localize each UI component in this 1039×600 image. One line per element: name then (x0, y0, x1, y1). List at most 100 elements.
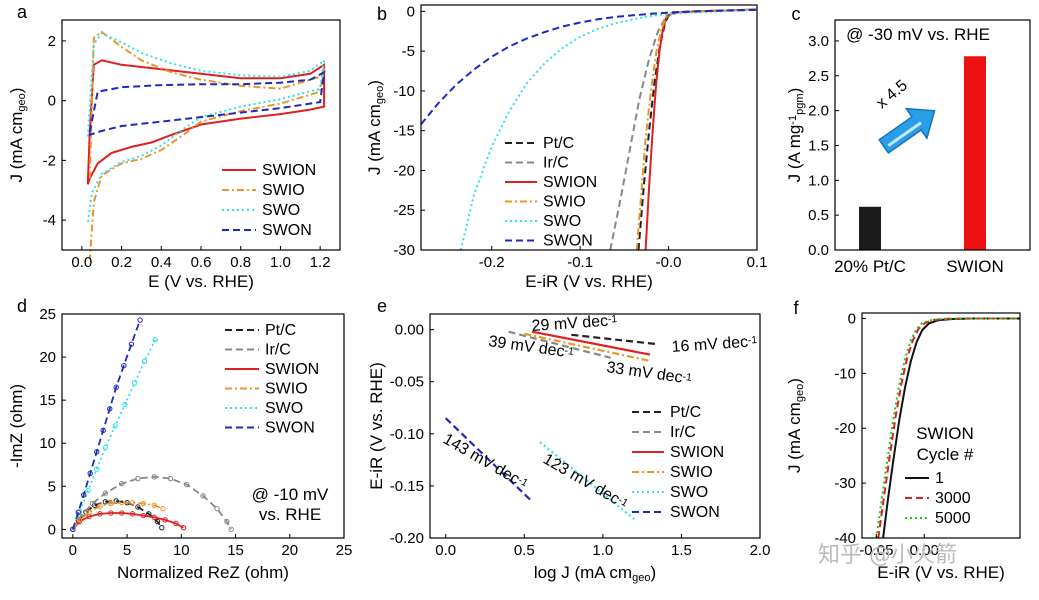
y-tick-label: -0.05 (390, 374, 424, 391)
series-line-SWON (71, 319, 141, 530)
panel-letter-e: e (377, 296, 387, 316)
data-point-Ir/C (200, 493, 206, 499)
y-tick-label: -5 (402, 43, 415, 60)
data-point-Ir/C (228, 526, 234, 533)
label-part: 123 mV dec (540, 451, 622, 508)
panel-c: 20% Pt/C SWION 0.0 0.5 1.0 1.5 2.0 2.5 3.0 @ -30 … (785, 19, 1031, 276)
y-tick-label: 0 (48, 93, 56, 110)
legend-label: 1 (935, 470, 944, 487)
y-tick-label: 0.00 (395, 322, 424, 339)
data-point-Ir/C (102, 490, 109, 496)
data-point-Ir/C (224, 518, 230, 525)
data-point-Pt/C (135, 504, 141, 510)
x-tick-label: 1.5 (671, 542, 692, 559)
y-axis-title: J (mA cmgeo) (785, 378, 806, 473)
plot-frame (834, 19, 1031, 251)
y-tick-label: -20 (393, 162, 415, 179)
x-tick-label: 0.1 (747, 254, 768, 271)
data-point-SWON (100, 427, 106, 434)
bar-category-label: 20% Pt/C (834, 257, 906, 276)
legend-label: SWION (670, 444, 724, 461)
slope-label: 143 mV dec-1 (440, 431, 531, 493)
legend-label: Ir/C (670, 424, 696, 441)
legend-label: SWON (265, 420, 315, 437)
x-tick-label: 0 (69, 542, 77, 559)
legend-label: SWO (262, 202, 300, 219)
legend-label: Pt/C (265, 322, 296, 339)
y-tick-label: 15 (39, 392, 56, 409)
legend-title-line-1: SWION (916, 424, 974, 443)
panel-a: 0.0 0.2 0.4 0.6 0.8 1.0 1.2 -4 -2 0 2 E (V vs. RHE)… (7, 19, 341, 291)
series-line-SWIO (72, 501, 164, 530)
label-part: geo (794, 384, 806, 402)
x-tick-label: -0.2 (479, 254, 505, 271)
x-tick-label: 1.0 (270, 254, 291, 271)
x-axis-title: E (V vs. RHE) (148, 272, 254, 291)
y-tick-label: -30 (393, 242, 415, 259)
label-part: 29 mV dec (531, 313, 608, 335)
series-line-Pt/C (571, 333, 659, 346)
panel-letter-f: f (793, 298, 799, 318)
data-point-Ir/C (118, 481, 125, 487)
x-axis-title: Normalized ReZ (ohm) (117, 563, 289, 582)
annotation-text: @ -30 mV vs. RHE (846, 25, 990, 44)
x-axis-title: E-iR (V vs. RHE) (525, 272, 653, 291)
legend-label: SWO (543, 213, 581, 230)
data-point-Ir/C (214, 506, 220, 512)
arrow-label: x 4.5 (873, 77, 911, 112)
data-point-Ir/C (167, 475, 174, 482)
watermark-text: 知乎 @小火箭 (818, 543, 957, 568)
x-tick-label: 0.5 (514, 542, 535, 559)
data-point-SWO (141, 358, 148, 365)
series-line-SWON (444, 417, 533, 503)
data-point-SWON (75, 509, 81, 515)
x-tick-label: 0.6 (191, 254, 212, 271)
legend-label: SWIO (262, 182, 305, 199)
data-point-SWIO (108, 500, 114, 507)
panel-letter-d: d (17, 296, 27, 316)
slope-label: 33 mV dec-1 (605, 359, 692, 388)
y-tick-label: 10 (39, 435, 56, 452)
series-line-SWO (71, 339, 157, 530)
y-tick-label: 25 (39, 306, 56, 323)
x-axis-title: E-iR (V vs. RHE) (877, 563, 1005, 582)
y-tick-label: 0.0 (808, 242, 829, 259)
data-point-Ir/C (135, 475, 141, 482)
data-point-SWO (94, 466, 100, 472)
legend-label: SWIO (543, 194, 586, 211)
data-point-SWO (131, 380, 138, 386)
legend-label: Ir/C (265, 342, 291, 359)
data-point-SWION (162, 517, 168, 523)
y-tick-label: 0 (848, 310, 856, 327)
plot-frame (61, 313, 345, 539)
label-part: -1 (747, 335, 757, 347)
data-point-SWON (113, 384, 119, 390)
series-line-SWION (644, 8, 758, 251)
legend-label: SWON (543, 233, 593, 250)
plot-frame (420, 4, 758, 251)
series-line-Ir/C (508, 330, 611, 359)
annotation-line-2: vs. RHE (259, 505, 321, 524)
series-line-SWON (88, 70, 326, 137)
y-tick-label: 1.5 (808, 137, 829, 154)
legend-label: SWION (262, 162, 316, 179)
slope-label: 123 mV dec-1 (540, 451, 631, 513)
y-tick-label: 20 (39, 349, 56, 366)
data-point-SWION (108, 510, 114, 516)
bar-category-label: SWION (946, 257, 1004, 276)
x-tick-label: 0.8 (230, 254, 251, 271)
series-line-SWIO (635, 8, 758, 251)
x-tick-label: 0.2 (111, 254, 132, 271)
x-tick-label: 5 (123, 542, 131, 559)
legend-title-line-2: Cycle # (917, 445, 974, 464)
x-tick-label: 25 (336, 542, 353, 559)
label-part: pgm (794, 93, 806, 115)
data-point-SWIO (151, 502, 157, 508)
x-tick-label: 0.00 (910, 542, 939, 559)
label-part: ) (785, 88, 804, 94)
label-part: -1 (682, 371, 693, 383)
panel-letter-c: c (792, 4, 801, 24)
y-tick-label: -20 (834, 420, 856, 437)
label-part: log J (mA cm (534, 563, 632, 582)
